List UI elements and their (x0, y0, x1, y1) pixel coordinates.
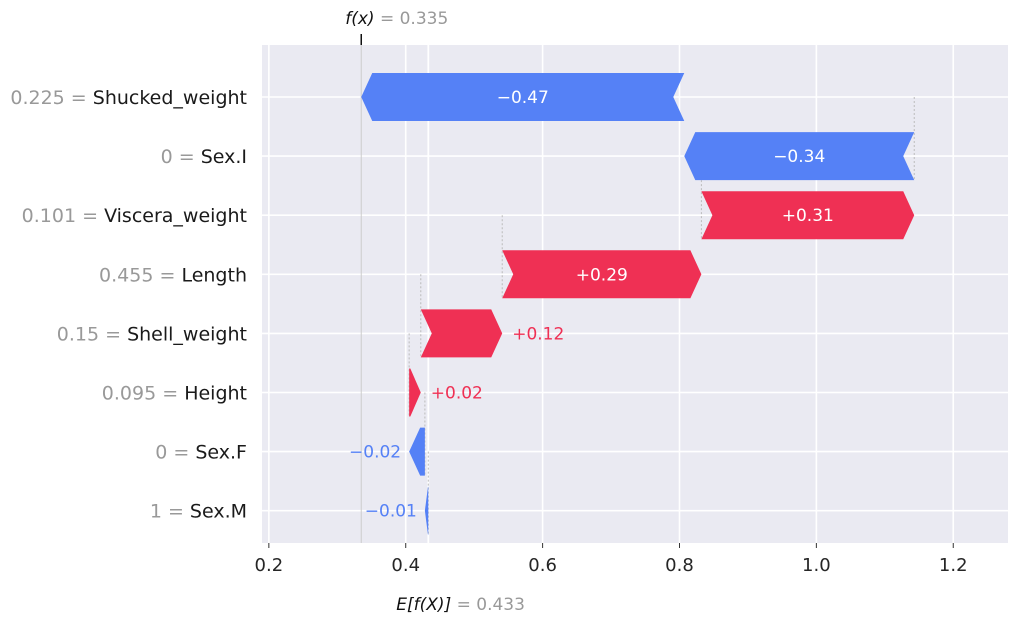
bar-value-label: −0.01 (365, 502, 417, 522)
feature-name: Shell_weight (127, 323, 247, 345)
feature-label: 0.101 = Viscera_weight (22, 205, 247, 227)
feature-label: 0.15 = Shell_weight (57, 323, 247, 345)
x-tick-label: 0.4 (391, 555, 420, 576)
feature-value: 0.101 = (22, 205, 104, 227)
feature-label: 0.225 = Shucked_weight (10, 87, 247, 109)
feature-value: 0.455 = (99, 264, 181, 286)
x-tick-label: 0.2 (255, 555, 284, 576)
feature-label: 0.095 = Height (102, 383, 247, 405)
bars: −0.47 −0.34 +0.31 +0.29 +0.12 +0.02 −0.02 −0.01 (349, 73, 915, 535)
feature-name: Shucked_weight (93, 87, 247, 109)
base-value-fn: E[f(X)] (396, 595, 456, 615)
x-tick-label: 0.6 (528, 555, 557, 576)
feature-label: 0.455 = Length (99, 264, 247, 286)
bar-value-label: +0.12 (512, 324, 564, 344)
feature-name: Sex.F (195, 442, 247, 464)
bar-viscera-weight (701, 191, 915, 240)
output-value-label: f(x) = 0.335 (345, 9, 448, 29)
bar-height (409, 368, 421, 417)
feature-name: Length (181, 264, 247, 286)
bar-value-label: −0.47 (497, 88, 549, 108)
x-tick-label: 1.2 (939, 555, 968, 576)
bar-value-label: +0.02 (431, 384, 483, 404)
bar-value-label: +0.29 (576, 265, 628, 285)
feature-label: 0 = Sex.I (161, 146, 247, 168)
bar-length (502, 250, 702, 299)
bar-value-label: −0.34 (773, 147, 825, 167)
feature-name: Sex.M (190, 501, 247, 523)
x-tick-label: 0.8 (665, 555, 694, 576)
bar-sex-m (424, 486, 429, 535)
bar-shucked-weight (361, 73, 685, 121)
x-axis-ticks: 0.2 0.4 0.6 0.8 1.0 1.2 (255, 543, 968, 576)
feature-value: 0.225 = (10, 87, 92, 109)
feature-name: Viscera_weight (104, 205, 247, 227)
feature-label: 1 = Sex.M (150, 501, 247, 523)
feature-name: Height (184, 383, 247, 405)
base-value-label: E[f(X)] = 0.433 (396, 595, 525, 615)
feature-value: 0 = (155, 442, 195, 464)
output-value-number: = 0.335 (380, 9, 448, 29)
feature-value: 0.095 = (102, 383, 184, 405)
annotations: f(x) = 0.335 E[f(X)] = 0.433 (345, 9, 525, 615)
feature-value: 1 = (150, 501, 190, 523)
feature-value: 0 = (161, 146, 201, 168)
bar-sex-f (409, 427, 425, 476)
feature-name: Sex.I (201, 146, 247, 168)
feature-labels: 0.225 = Shucked_weight 0 = Sex.I 0.101 = V… (10, 87, 247, 523)
bar-value-label: +0.31 (782, 206, 834, 226)
x-tick-label: 1.0 (802, 555, 831, 576)
output-value-fn: f(x) (345, 9, 380, 29)
bar-shell-weight (420, 309, 503, 358)
bar-sex-i (684, 132, 915, 181)
bar-value-label: −0.02 (349, 443, 401, 463)
feature-value: 0.15 = (57, 323, 127, 345)
base-value-number: = 0.433 (457, 595, 525, 615)
feature-label: 0 = Sex.F (155, 442, 247, 464)
